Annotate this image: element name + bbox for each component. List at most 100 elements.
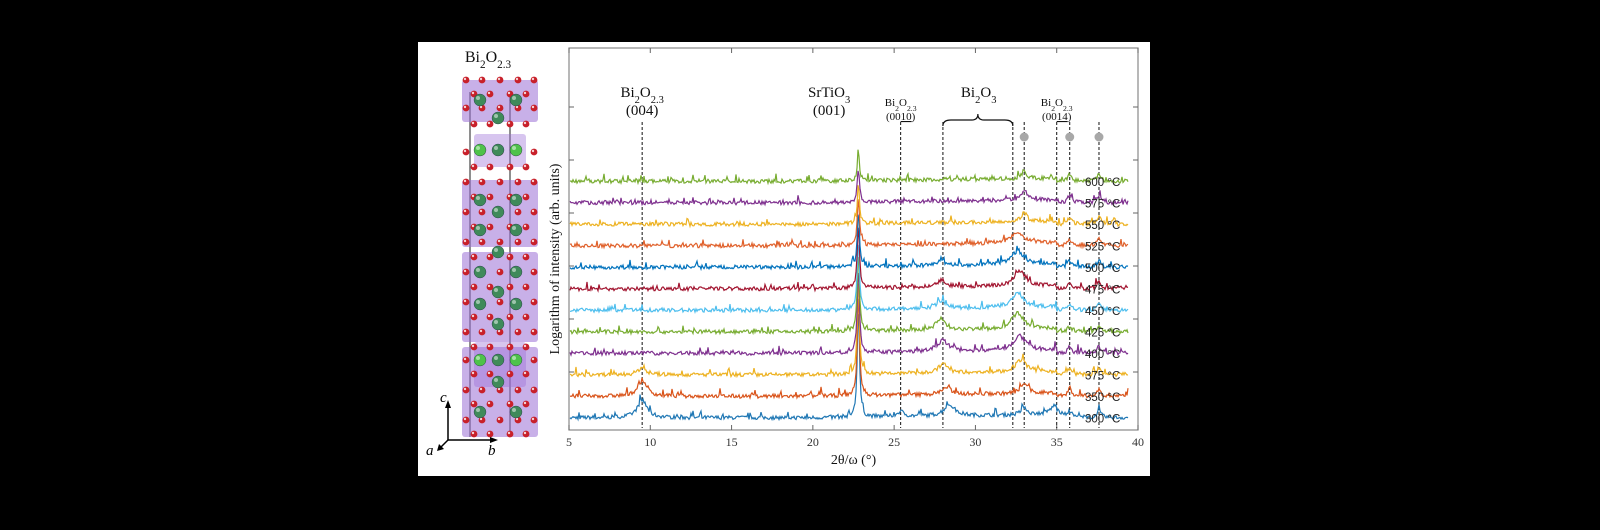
atom-highlight [523,164,527,168]
spectrum-500 [569,214,1129,272]
atom-highlight [494,378,498,382]
a-axis-label: a [426,443,434,459]
atom-highlight [471,314,475,318]
atom-highlight [497,299,501,303]
spectrum-600 [569,149,1129,186]
atom-highlight [463,149,467,153]
temperature-label: 300 °C [1085,414,1120,426]
atom-highlight [463,239,467,243]
atom-highlight [494,146,498,150]
annotation-bi2o3-formula-sub: 3 [991,95,996,106]
atom-highlight [487,401,491,405]
spectrum-575 [569,170,1129,207]
atom-highlight [494,320,498,324]
atom-highlight [512,268,516,272]
annotation-srtio3-001-index: (001) [813,103,846,119]
y-axis-label: Logarithm of intensity (arb. units) [548,163,563,354]
annotation-bi2o23-004-formula-sub: 2 [635,95,640,106]
atom-highlight [471,401,475,405]
atom-highlight [507,431,511,435]
atom-highlight [479,387,483,391]
atom-highlight [463,357,467,361]
atom-highlight [487,284,491,288]
atom-highlight [479,239,483,243]
atom-highlight [507,254,511,258]
atom-highlight [497,105,501,109]
annotation-bi2o23-004-formula-part: Bi [620,85,634,101]
atom-highlight [515,387,519,391]
a-axis-arrowhead [437,444,444,451]
b-axis-arrowhead [490,437,498,443]
annotation-bi2o3-formula-sub: 2 [975,95,980,106]
atom-highlight [523,91,527,95]
atom-highlight [471,121,475,125]
atom-highlight [476,300,480,304]
atom-highlight [515,179,519,183]
spectrum-550 [569,185,1129,229]
annotation-bi2o23-0010-index: (0010) [886,111,916,123]
polyhedron-block [462,80,538,122]
annotation-bi2o23-0014-formula-part: Bi [1041,97,1051,109]
atom-highlight [487,431,491,435]
atom-highlight [463,77,467,81]
spectrum-375 [569,283,1129,379]
atom-highlight [479,105,483,109]
xrd-chart: 5 10 15 20 25 30 35 40 2θ/ω (°) Logarithm of inte… [548,47,1144,468]
temperature-label: 600 °C [1085,177,1120,189]
atom-highlight [507,371,511,375]
atom-highlight [497,179,501,183]
atom-highlight [479,77,483,81]
atom-highlight [512,146,516,150]
x-tick-label: 20 [807,435,819,449]
atom-highlight [487,371,491,375]
atom-highlight [512,226,516,230]
atom-highlight [523,224,527,228]
atom-highlight [479,179,483,183]
atom-highlight [463,329,467,333]
atom-highlight [487,194,491,198]
atom-highlight [523,121,527,125]
atom-highlight [515,209,519,213]
atom-highlight [471,344,475,348]
atom-highlight [463,269,467,273]
atom-highlight [487,254,491,258]
atom-highlight [471,284,475,288]
atom-highlight [463,387,467,391]
atom-highlight [463,105,467,109]
atom-highlight [471,91,475,95]
atom-highlight [497,387,501,391]
atom-highlight [523,371,527,375]
atom-highlight [507,284,511,288]
atom-highlight [515,105,519,109]
annotation-srtio3-001-formula-sub: 3 [845,95,850,106]
index-part: (00 [886,111,901,123]
atom-highlight [523,344,527,348]
annotation-srtio3-001-formula-part: SrTiO [808,85,845,101]
spectrum-425 [569,257,1129,336]
index-underlined: 14 [1057,111,1069,123]
atom-highlight [476,196,480,200]
peak-marker-dot [1094,132,1104,142]
atom-highlight [512,408,516,412]
spectrum-475 [569,227,1129,293]
atom-highlight [507,194,511,198]
index-underlined: 10 [901,111,913,123]
c-axis-label: c [440,390,447,406]
crystal-structure-diagram: Bi2O2.3 c a b [426,49,538,459]
annotation-srtio3-001-formula: SrTiO3 [808,85,850,106]
atom-highlight [497,77,501,81]
atom-highlight [531,149,535,153]
temperature-label: 500 °C [1085,263,1120,275]
temperature-label: 475 °C [1085,285,1120,297]
atom-highlight [471,371,475,375]
atom-highlight [512,356,516,360]
atom-highlight [523,431,527,435]
atom-highlight [476,146,480,150]
annotation-bi2o3-formula-part: O [980,85,991,101]
atom-highlight [497,329,501,333]
index-part: ) [912,111,916,123]
atom-highlight [487,314,491,318]
atom-highlight [523,314,527,318]
temperature-label: 400 °C [1085,349,1120,361]
peak-marker-dot [1019,132,1029,142]
